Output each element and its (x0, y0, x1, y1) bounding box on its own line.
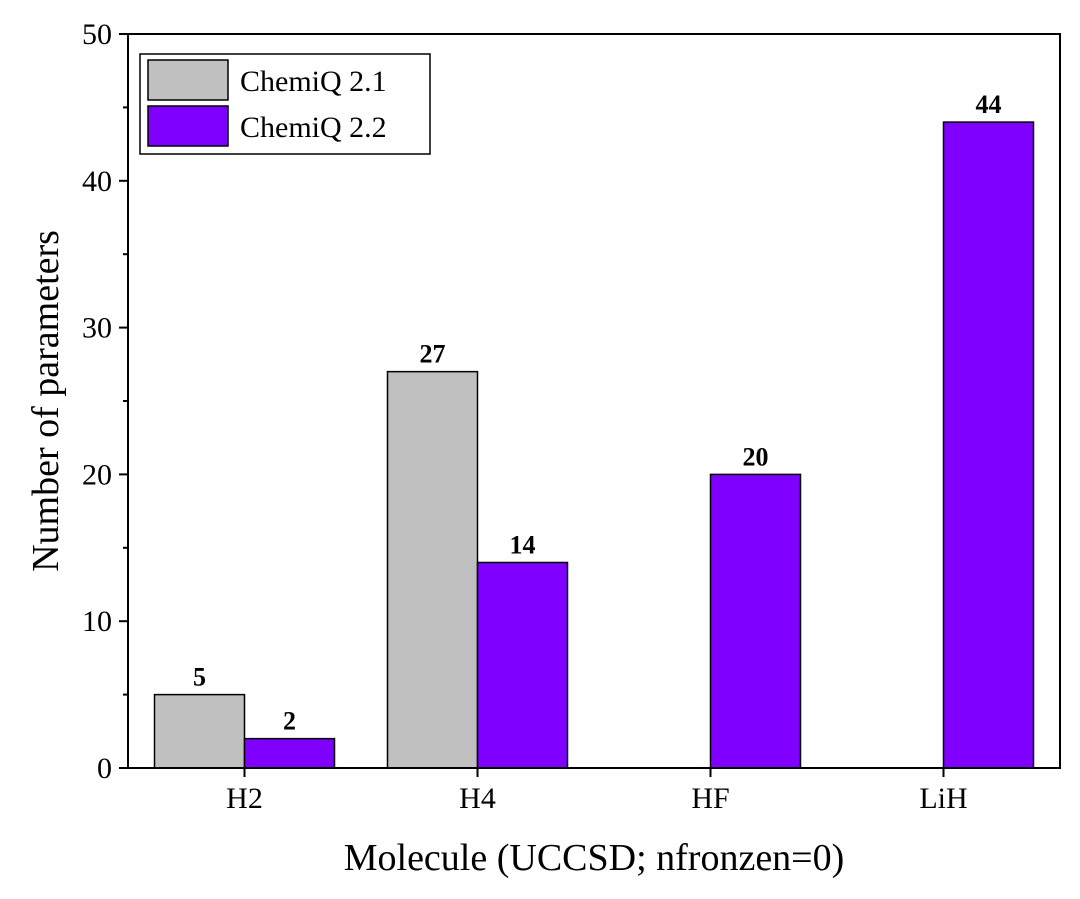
x-axis: H2 H4 HF LiH (226, 768, 968, 815)
y-axis: 0 10 20 30 40 50 (82, 18, 128, 785)
bar-h2-series-2 (243, 737, 336, 769)
y-tick-label-20: 20 (82, 458, 112, 491)
data-label-h4-series-2: 14 (510, 530, 536, 559)
data-label-lih-series-2: 44 (976, 90, 1002, 119)
y-axis-title: Number of parameters (25, 230, 67, 572)
legend: ChemiQ 2.1 ChemiQ 2.2 (139, 53, 431, 155)
x-tick-label-h4: H4 (459, 782, 496, 815)
data-label-h2-series-2: 2 (283, 707, 296, 736)
data-label-hf-series-2: 20 (743, 442, 769, 471)
y-tick-label-10: 10 (82, 605, 112, 638)
legend-swatch-1 (147, 59, 229, 101)
data-label-h4-series-1: 27 (420, 340, 446, 369)
bar-h4-series-2 (476, 561, 569, 769)
y-tick-label-0: 0 (97, 752, 112, 785)
legend-swatch-2 (147, 105, 229, 147)
x-tick-label-hf: HF (691, 782, 729, 815)
bar-h4-series-1 (386, 370, 479, 769)
y-tick-label-50: 50 (82, 18, 112, 51)
x-tick-label-lih: LiH (919, 782, 967, 815)
data-labels-layer: 5 2 27 14 20 44 (193, 90, 1002, 736)
x-axis-title: Molecule (UCCSD; nfronzen=0) (344, 837, 845, 879)
x-tick-label-h2: H2 (226, 782, 263, 815)
bar-lih-series-2 (942, 121, 1035, 769)
y-tick-label-30: 30 (82, 312, 112, 345)
y-tick-label-40: 40 (82, 165, 112, 198)
bars-layer (153, 121, 1035, 769)
legend-label-1: ChemiQ 2.1 (240, 65, 387, 98)
bar-h2-series-1 (153, 693, 246, 769)
bar-hf-series-2 (709, 473, 802, 769)
data-label-h2-series-1: 5 (193, 663, 206, 692)
legend-label-2: ChemiQ 2.2 (240, 111, 387, 144)
